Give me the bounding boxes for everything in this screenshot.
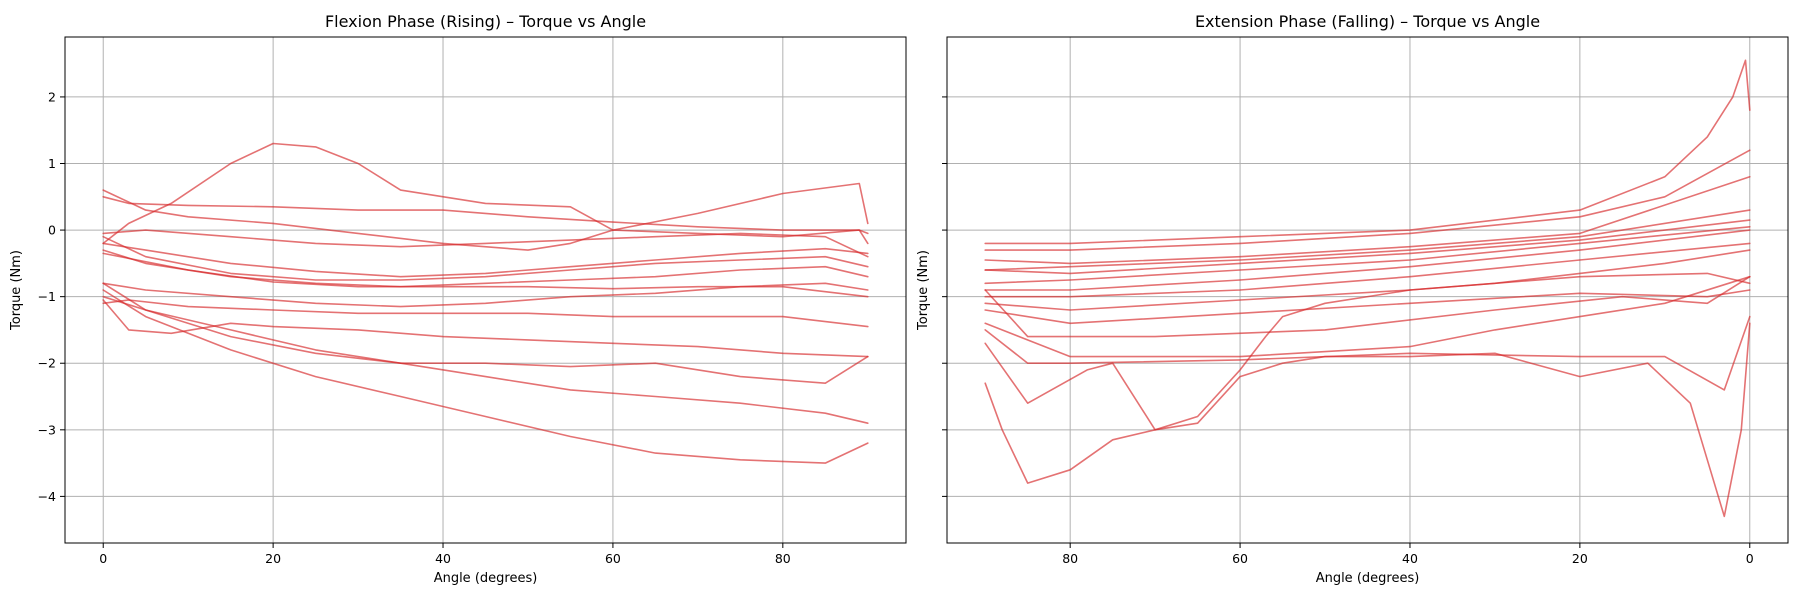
flexion-series-line-3 (102, 182, 869, 251)
flexion-x-tick-label: 20 (265, 551, 281, 566)
extension-series-line-13 (984, 315, 1751, 391)
flexion-series-line-6 (102, 235, 869, 281)
extension-series-line-15 (984, 249, 1751, 484)
flexion-x-axis-label: Angle (degrees) (434, 571, 538, 586)
flexion-y-tick-label: −3 (38, 422, 56, 437)
flexion-series-line-5 (102, 242, 869, 278)
extension-x-tick-label: 40 (1402, 551, 1418, 566)
extension-series-line-3 (984, 176, 1751, 265)
extension-series-line-10 (984, 289, 1751, 325)
flexion-series-line-7 (102, 249, 869, 288)
flexion-series-line-13 (102, 295, 869, 425)
flexion-y-tick-label: 0 (48, 223, 56, 238)
flexion-series-line-12 (102, 282, 869, 385)
extension-x-tick-label: 80 (1062, 551, 1078, 566)
flexion-series-line-9 (102, 282, 869, 308)
extension-y-axis-label: Torque (Nm) (916, 250, 931, 331)
extension-chart-title: Extension Phase (Falling) – Torque vs An… (1195, 12, 1540, 31)
extension-series-line-4 (984, 209, 1751, 271)
extension-x-axis-label: Angle (degrees) (1316, 571, 1420, 586)
flexion-chart: 0 20 40 60 80 −4 −3 −2 −1 0 1 2 Flexion Phase (Risin… (9, 12, 907, 586)
flexion-series-line-2 (102, 142, 869, 245)
flexion-series-line-4 (102, 229, 869, 258)
flexion-series-line-14 (102, 289, 869, 464)
flexion-series-line-10 (102, 299, 869, 328)
extension-plot-frame (946, 36, 1789, 544)
flexion-x-tick-label: 40 (435, 551, 451, 566)
extension-series-line-1 (984, 59, 1751, 245)
flexion-x-tick-label: 80 (775, 551, 791, 566)
flexion-series-line-1 (102, 196, 869, 235)
extension-series-line-2 (984, 149, 1751, 251)
flexion-y-tick-label: 2 (48, 89, 56, 104)
flexion-plot-frame (64, 36, 907, 544)
flexion-x-tick-label: 0 (99, 551, 107, 566)
extension-chart: 80 60 40 20 0 Extension Phase (Falling) – Tor… (916, 12, 1789, 586)
flexion-y-tick-label: −1 (38, 289, 56, 304)
extension-series-line-5 (984, 219, 1751, 275)
extension-series-line-12 (984, 275, 1751, 358)
flexion-series-line-11 (102, 299, 869, 358)
extension-series-line-7 (984, 229, 1751, 291)
flexion-x-tick-label: 60 (605, 551, 621, 566)
extension-series-line-6 (984, 226, 1751, 285)
extension-series-line-11 (984, 275, 1751, 338)
extension-x-tick-label: 60 (1232, 551, 1248, 566)
flexion-y-tick-label: −4 (38, 489, 56, 504)
flexion-chart-title: Flexion Phase (Rising) – Torque vs Angle (325, 12, 646, 31)
extension-x-tick-label: 20 (1572, 551, 1588, 566)
flexion-y-tick-label: 1 (48, 156, 56, 171)
flexion-y-axis-label: Torque (Nm) (9, 250, 24, 331)
extension-x-tick-label: 0 (1746, 551, 1754, 566)
flexion-y-tick-label: −2 (38, 356, 56, 371)
extension-series-line-8 (984, 242, 1751, 298)
extension-series-line-14 (984, 322, 1751, 518)
